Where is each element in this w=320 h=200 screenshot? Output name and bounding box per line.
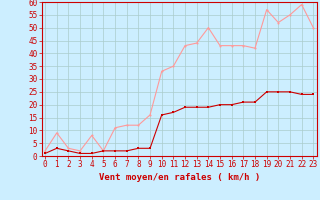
X-axis label: Vent moyen/en rafales ( km/h ): Vent moyen/en rafales ( km/h ) bbox=[99, 173, 260, 182]
